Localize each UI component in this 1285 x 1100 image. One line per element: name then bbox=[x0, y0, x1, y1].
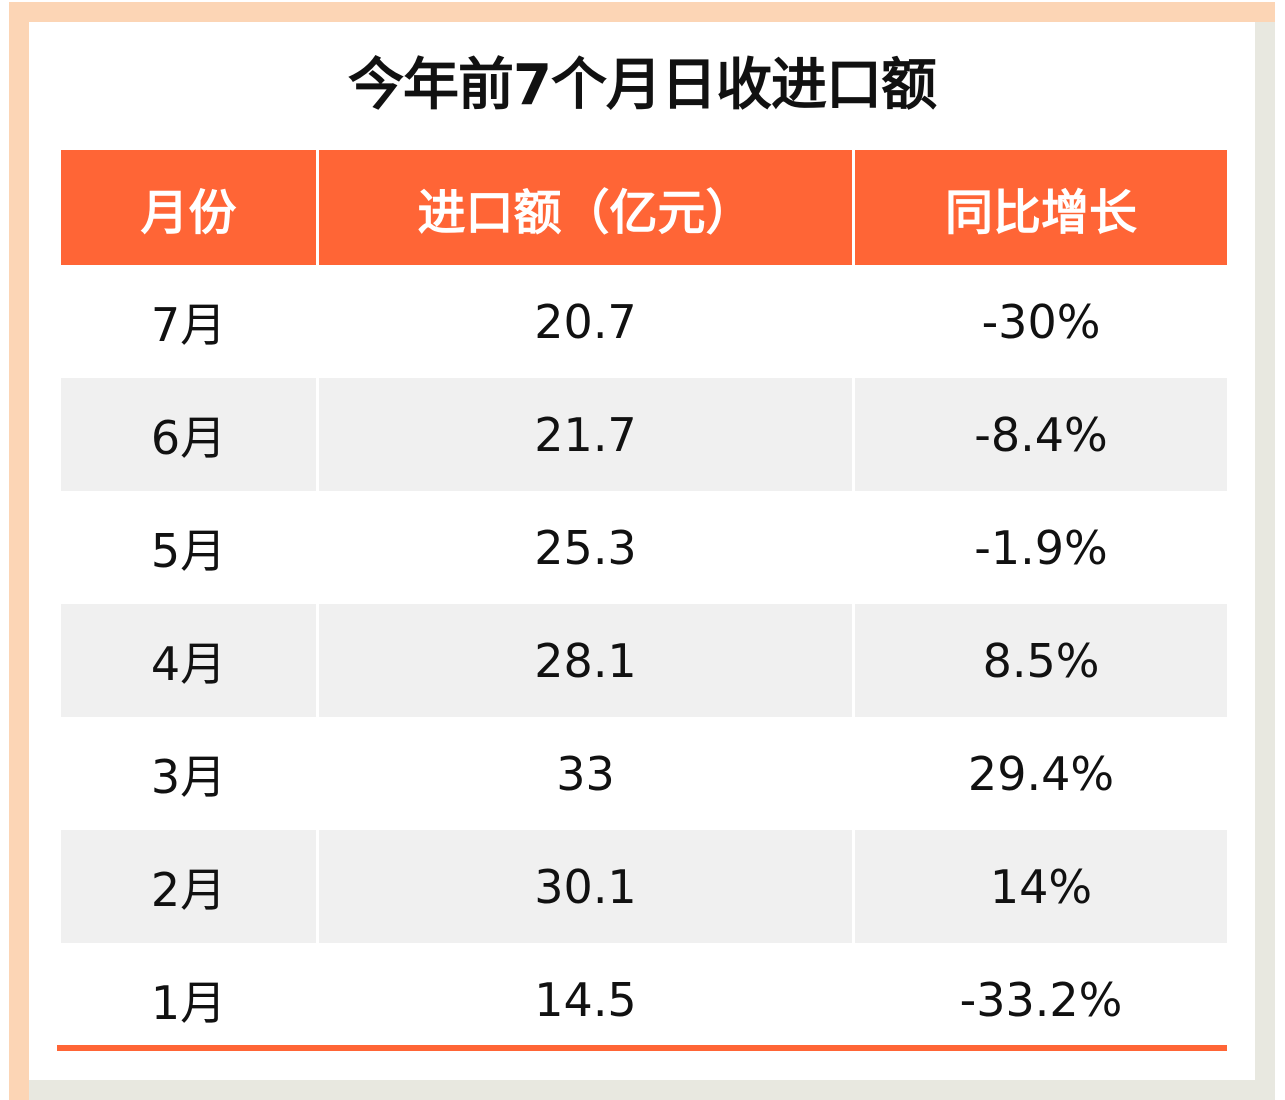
data-table: 月份 进口额（亿元） 同比增长 7月 20.7 -30% 6月 21.7 -8.4% 5月 2… bbox=[61, 150, 1227, 1056]
cell-yoy-growth: -1.9% bbox=[974, 520, 1108, 575]
cell-yoy-growth: -33.2% bbox=[959, 972, 1123, 1027]
cell-yoy-growth: 14% bbox=[855, 830, 1227, 943]
cell-month: 6月 bbox=[61, 378, 316, 491]
table-row: 2月 30.1 14% bbox=[61, 830, 1227, 943]
table-row: 5月 25.3 -1.9% bbox=[61, 491, 1227, 604]
cell-yoy-growth: 8.5% bbox=[855, 604, 1227, 717]
cell-import-value: 33 bbox=[556, 746, 615, 801]
cell-month: 3月 bbox=[150, 749, 227, 804]
cell-month: 2月 bbox=[61, 830, 316, 943]
cell-import-value: 14.5 bbox=[534, 972, 637, 1027]
cell-month: 7月 bbox=[150, 297, 227, 352]
cell-import-value: 21.7 bbox=[319, 378, 852, 491]
cell-month: 4月 bbox=[61, 604, 316, 717]
header-cell-yoy-growth: 同比增长 bbox=[855, 150, 1227, 265]
frame-border-right bbox=[1255, 22, 1275, 1100]
cell-month: 5月 bbox=[150, 523, 227, 578]
frame-border-bottom bbox=[29, 1080, 1275, 1100]
table-title: 今年前7个月日收进口额 bbox=[348, 53, 937, 118]
table-row: 4月 28.1 8.5% bbox=[61, 604, 1227, 717]
cell-import-value: 28.1 bbox=[319, 604, 852, 717]
table-header-row: 月份 进口额（亿元） 同比增长 bbox=[61, 150, 1227, 265]
header-cell-month: 月份 bbox=[61, 150, 316, 265]
header-cell-import-value: 进口额（亿元） bbox=[319, 150, 852, 265]
cell-import-value: 30.1 bbox=[319, 830, 852, 943]
table-row: 1月 14.5 -33.2% bbox=[61, 943, 1227, 1056]
cell-import-value: 20.7 bbox=[534, 294, 637, 349]
table-row: 3月 33 29.4% bbox=[61, 717, 1227, 830]
cell-month: 1月 bbox=[150, 975, 227, 1030]
frame-border-left bbox=[9, 2, 29, 1100]
table-row: 7月 20.7 -30% bbox=[61, 265, 1227, 378]
cell-yoy-growth: -30% bbox=[981, 294, 1101, 349]
table-row: 6月 21.7 -8.4% bbox=[61, 378, 1227, 491]
frame-border-top bbox=[9, 2, 1275, 22]
cell-yoy-growth: 29.4% bbox=[967, 746, 1115, 801]
cell-import-value: 25.3 bbox=[534, 520, 637, 575]
table-bottom-rule bbox=[57, 1045, 1227, 1051]
cell-yoy-growth: -8.4% bbox=[855, 378, 1227, 491]
